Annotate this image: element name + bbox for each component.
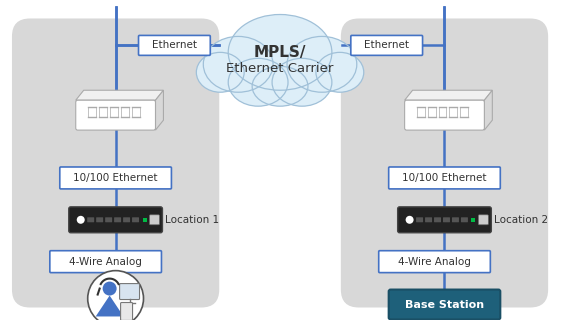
FancyBboxPatch shape: [416, 217, 423, 222]
Text: Ethernet: Ethernet: [152, 40, 197, 50]
Text: Location 2: Location 2: [495, 215, 549, 225]
Ellipse shape: [228, 14, 332, 90]
Ellipse shape: [203, 36, 273, 92]
FancyBboxPatch shape: [132, 217, 139, 222]
Text: 10/100 Ethernet: 10/100 Ethernet: [74, 173, 158, 183]
FancyBboxPatch shape: [351, 35, 423, 55]
Text: Ethernet: Ethernet: [364, 40, 409, 50]
Text: Ethernet Carrier: Ethernet Carrier: [226, 62, 334, 75]
FancyBboxPatch shape: [120, 283, 139, 299]
Ellipse shape: [196, 52, 244, 92]
Ellipse shape: [272, 58, 332, 106]
Circle shape: [103, 282, 116, 296]
Text: 4-Wire Analog: 4-Wire Analog: [398, 257, 471, 267]
FancyBboxPatch shape: [105, 217, 112, 222]
Bar: [143, 218, 147, 222]
Polygon shape: [76, 90, 164, 100]
FancyBboxPatch shape: [398, 207, 491, 233]
FancyBboxPatch shape: [87, 217, 94, 222]
Ellipse shape: [228, 58, 288, 106]
FancyBboxPatch shape: [96, 217, 103, 222]
Text: 10/100 Ethernet: 10/100 Ethernet: [402, 173, 487, 183]
Circle shape: [77, 216, 85, 224]
FancyBboxPatch shape: [478, 215, 488, 225]
Polygon shape: [484, 90, 492, 130]
FancyBboxPatch shape: [405, 100, 484, 130]
FancyBboxPatch shape: [76, 100, 156, 130]
FancyBboxPatch shape: [60, 167, 171, 189]
FancyBboxPatch shape: [69, 207, 162, 233]
FancyBboxPatch shape: [425, 217, 432, 222]
FancyBboxPatch shape: [341, 19, 548, 308]
FancyBboxPatch shape: [452, 217, 459, 222]
Bar: [472, 218, 475, 222]
Ellipse shape: [287, 36, 357, 92]
FancyBboxPatch shape: [434, 217, 441, 222]
Text: Base Station: Base Station: [405, 299, 484, 309]
Text: MPLS/: MPLS/: [254, 45, 306, 60]
Circle shape: [88, 271, 143, 321]
Polygon shape: [156, 90, 164, 130]
FancyBboxPatch shape: [114, 217, 121, 222]
FancyBboxPatch shape: [12, 19, 219, 308]
FancyBboxPatch shape: [123, 217, 130, 222]
Text: Location 1: Location 1: [165, 215, 220, 225]
FancyBboxPatch shape: [121, 302, 133, 320]
Circle shape: [406, 216, 414, 224]
Ellipse shape: [316, 52, 364, 92]
FancyBboxPatch shape: [461, 217, 468, 222]
FancyBboxPatch shape: [138, 35, 210, 55]
Polygon shape: [96, 296, 124, 317]
FancyBboxPatch shape: [379, 251, 490, 273]
FancyBboxPatch shape: [50, 251, 161, 273]
Text: 4-Wire Analog: 4-Wire Analog: [69, 257, 142, 267]
FancyBboxPatch shape: [149, 215, 160, 225]
FancyBboxPatch shape: [389, 167, 500, 189]
FancyBboxPatch shape: [389, 290, 500, 319]
FancyBboxPatch shape: [443, 217, 450, 222]
Ellipse shape: [252, 66, 308, 106]
Polygon shape: [405, 90, 492, 100]
